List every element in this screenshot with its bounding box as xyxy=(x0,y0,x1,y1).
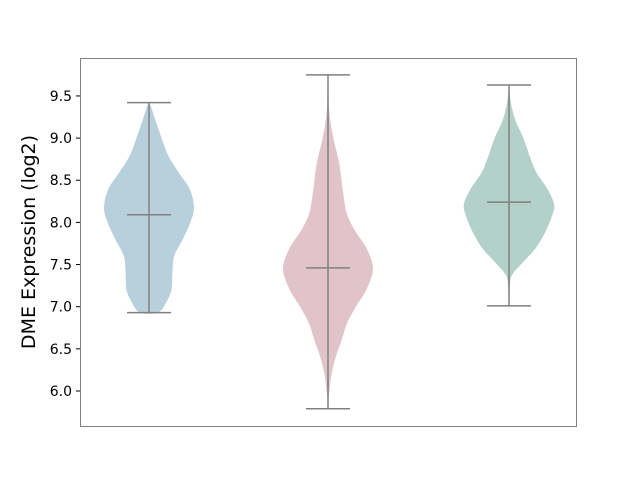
violin-3 xyxy=(463,82,555,309)
plot-area-frame xyxy=(80,58,577,427)
y-tick-label: 8.5 xyxy=(50,173,72,189)
violin-2 xyxy=(283,70,373,411)
y-tick-label: 8.0 xyxy=(50,215,72,231)
y-tick-label: 6.5 xyxy=(50,342,72,358)
y-axis: 6.0 6.5 7.0 7.5 8.0 8.5 9.0 9.5 xyxy=(50,89,80,400)
y-axis-label: DME Expression (log2) xyxy=(18,135,40,349)
y-tick-label: 9.5 xyxy=(50,89,72,105)
violin-1 xyxy=(103,101,195,314)
y-tick-label: 6.0 xyxy=(50,384,72,400)
violins xyxy=(103,70,555,411)
y-tick-label: 7.0 xyxy=(50,300,72,316)
y-tick-label: 9.0 xyxy=(50,131,72,147)
y-tick-label: 7.5 xyxy=(50,258,72,274)
